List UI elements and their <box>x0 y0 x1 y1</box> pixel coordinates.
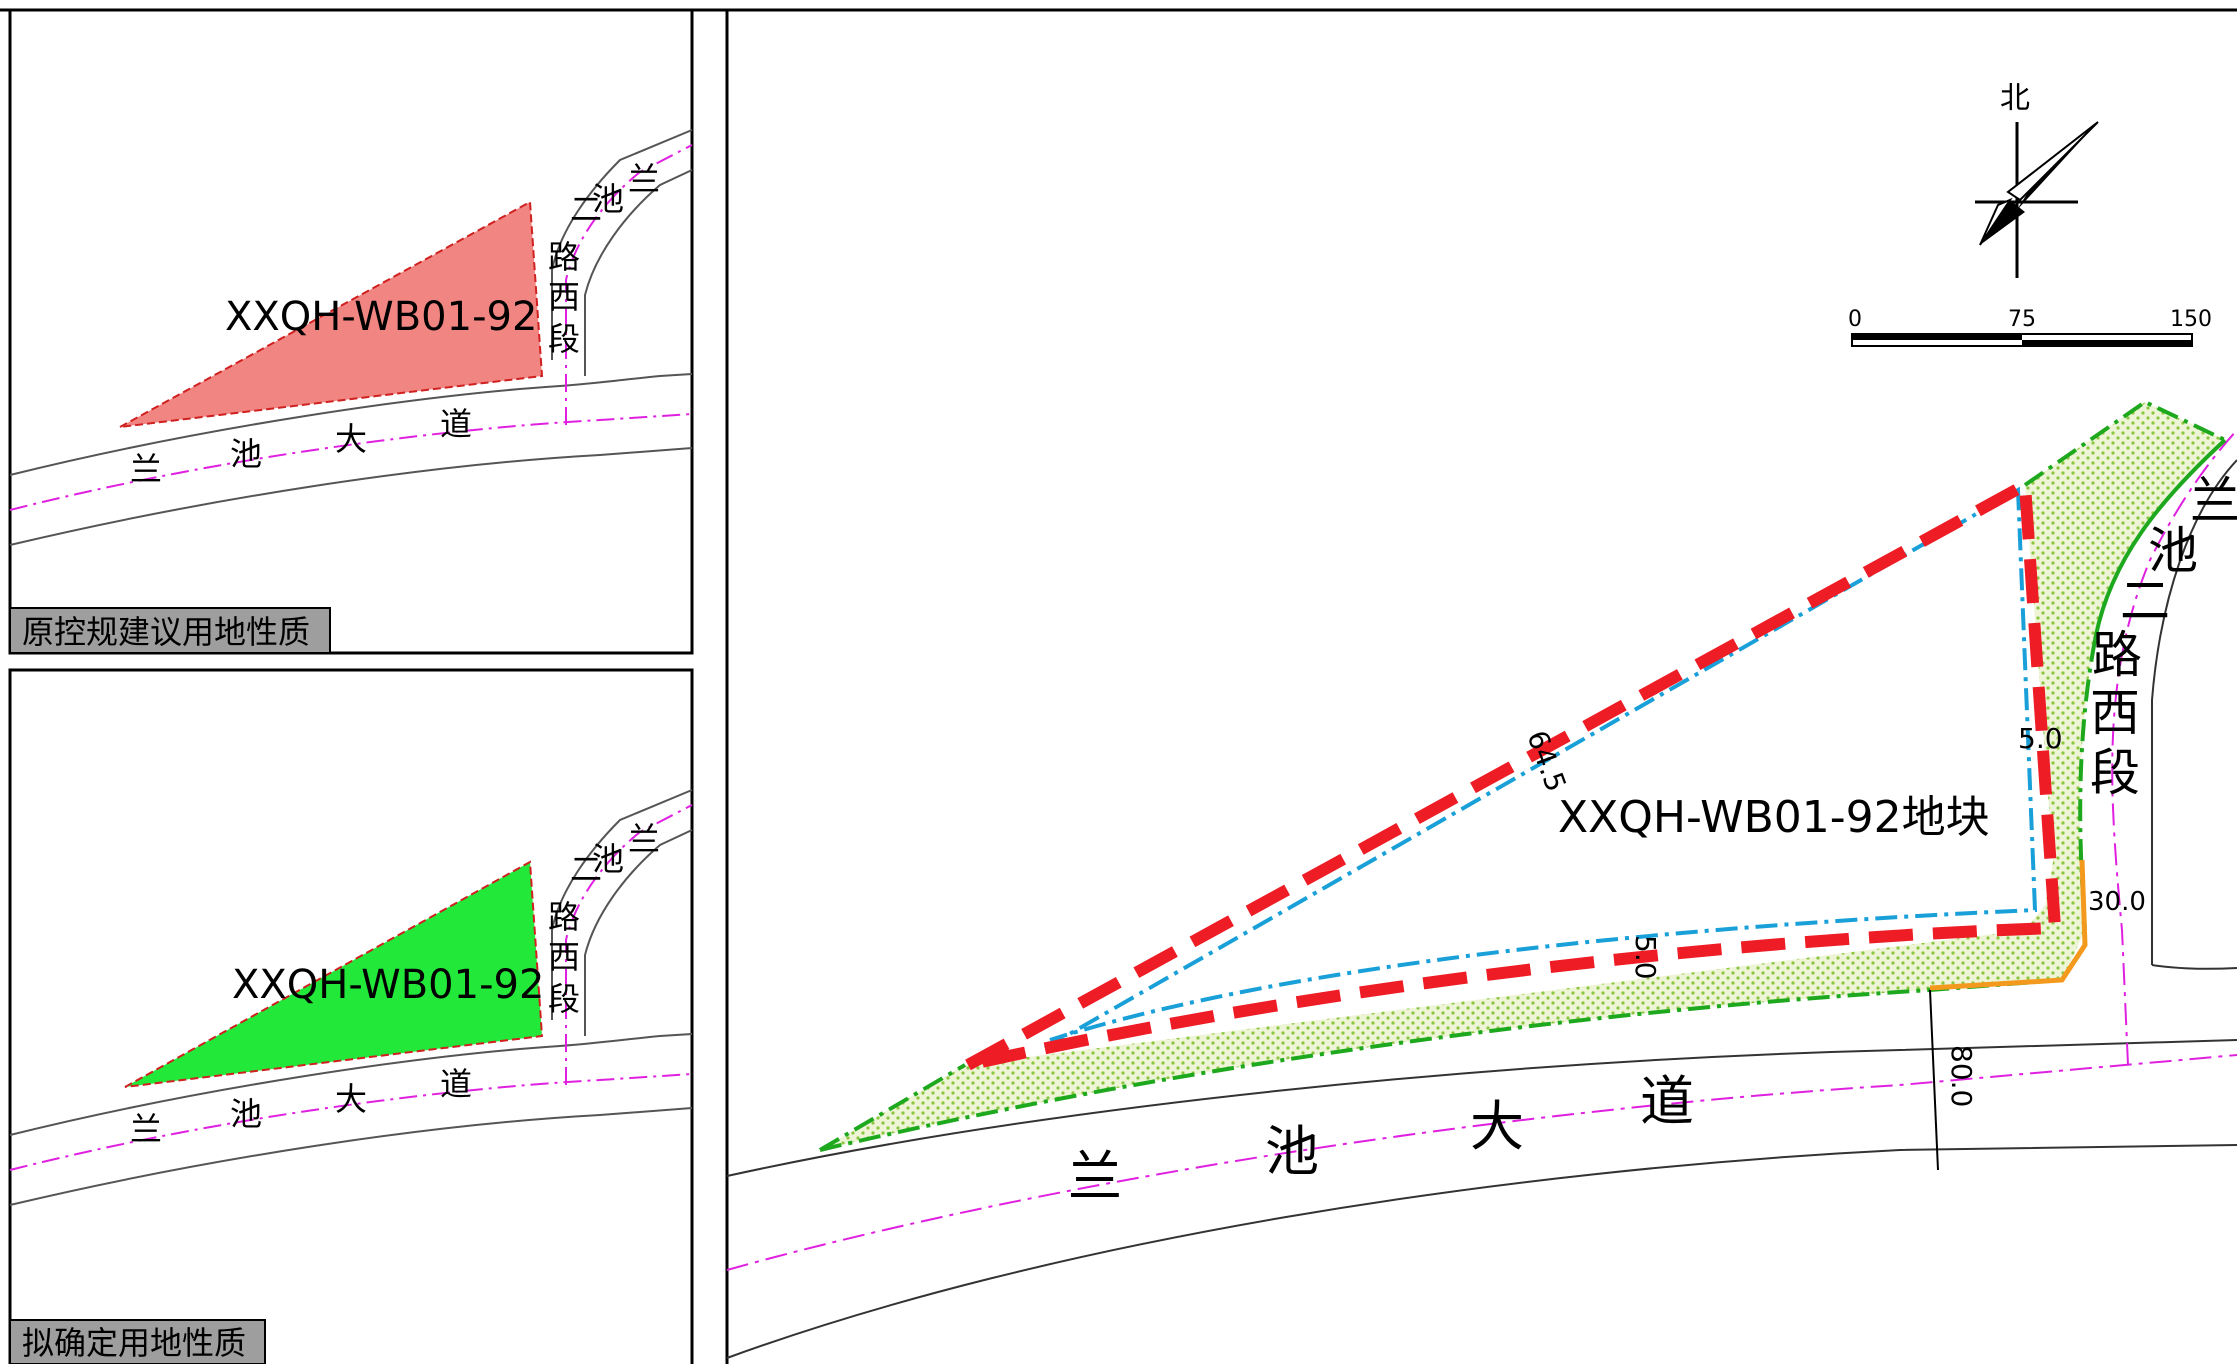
parcel-top <box>119 200 544 428</box>
green-boundary <box>818 399 2226 1152</box>
road-edge <box>9 447 693 546</box>
dimension-label: 5.0 <box>1629 935 1662 980</box>
road-char: 大 <box>335 1080 367 1118</box>
branch-char: 段 <box>548 980 580 1018</box>
caption-top: 原控规建议用地性质 <box>22 613 310 651</box>
branch-road-edge <box>551 789 693 1020</box>
branch-road-edge <box>584 829 693 1036</box>
scale-bar: 0 75 150 <box>1848 307 2212 347</box>
north-arrow-icon: 北 <box>1975 81 2099 278</box>
parcel-code-bottom: XXQH-WB01-92 <box>232 962 544 1008</box>
parcel-bottom <box>124 860 544 1088</box>
scale-tick: 75 <box>2008 307 2036 332</box>
branch-char: 路 <box>548 238 580 276</box>
north-label: 北 <box>2000 81 2030 116</box>
dimension-line <box>1929 989 1939 1171</box>
red-boundary <box>965 475 2062 1071</box>
branch-char: 路 <box>548 898 580 936</box>
branch-road-edge <box>551 129 693 360</box>
scale-tick: 0 <box>1848 307 1862 332</box>
main-parcel-label: XXQH-WB01-92地块 <box>1558 792 1990 843</box>
dimension-label: 5.0 <box>2018 722 2063 755</box>
main-road-centerline <box>726 1054 2237 1271</box>
road-char: 大 <box>335 420 367 458</box>
road-centerline <box>9 1073 693 1171</box>
branch-road-char: 西 <box>2090 684 2140 742</box>
branch-char: 兰 <box>628 820 660 858</box>
panel-bottom-frame <box>8 668 694 1364</box>
scale-tick: 150 <box>2170 307 2212 332</box>
dimension-label: 80.0 <box>1945 1045 1978 1107</box>
main-road-char: 大 <box>1470 1095 1524 1158</box>
main-road-char: 道 <box>1640 1070 1694 1133</box>
branch-centerline <box>565 144 693 425</box>
road-char: 道 <box>440 405 472 443</box>
panel-top-frame <box>8 8 694 655</box>
main-road-char: 兰 <box>1068 1145 1122 1208</box>
caption-box-bottom <box>9 1319 266 1364</box>
branch-char: 池 <box>592 840 624 878</box>
road-char: 道 <box>440 1065 472 1103</box>
branch-char: 段 <box>548 320 580 358</box>
caption-box-top <box>9 607 331 654</box>
branch-road-char: 二 <box>2120 572 2170 630</box>
branch-char: 兰 <box>628 160 660 198</box>
green-boundary <box>2093 438 2227 641</box>
branch-road-edge <box>584 169 693 376</box>
branch-char: 二 <box>570 850 602 888</box>
blue-boundary <box>1044 486 2038 1050</box>
branch-centerline <box>565 804 693 1085</box>
branch-road-char: 兰 <box>2190 472 2237 530</box>
dimension-label: 30.0 <box>2088 887 2146 917</box>
orange-line <box>1929 859 2088 991</box>
road-edge <box>9 1033 693 1136</box>
parcel-code-top: XXQH-WB01-92 <box>225 294 537 340</box>
branch-char: 二 <box>570 190 602 228</box>
branch-road-edge <box>2151 459 2237 965</box>
road-char: 兰 <box>130 1110 162 1148</box>
road-centerline <box>9 413 693 511</box>
branch-road-char: 段 <box>2090 744 2140 802</box>
caption-bottom: 拟确定用地性质 <box>22 1324 246 1362</box>
green-belt <box>820 402 2225 1150</box>
inset-bottom: XXQH-WB01-92 兰 池 大 道 兰 池 二 路 西 段 拟确定用地性质 <box>9 789 693 1364</box>
branch-road-edge <box>2151 964 2237 970</box>
road-char: 池 <box>230 1095 262 1133</box>
main-road-edge <box>726 1144 2237 1359</box>
branch-road-char: 池 <box>2148 522 2198 580</box>
branch-char: 西 <box>548 278 580 316</box>
road-edge <box>9 1107 693 1206</box>
branch-centerline <box>2111 429 2237 1066</box>
road-edge <box>9 373 693 476</box>
branch-road-char: 路 <box>2092 626 2142 684</box>
main-map: XXQH-WB01-92地块 64.5 5.0 5.0 30.0 80.0 兰 … <box>726 81 2237 1359</box>
main-road-char: 池 <box>1265 1120 1319 1183</box>
main-road-edge <box>726 1039 2237 1177</box>
road-char: 池 <box>230 435 262 473</box>
branch-char: 西 <box>548 938 580 976</box>
road-char: 兰 <box>130 450 162 488</box>
branch-char: 池 <box>592 180 624 218</box>
inset-top: XXQH-WB01-92 兰 池 大 道 兰 池 二 路 西 段 原控规建议用地… <box>9 129 693 654</box>
